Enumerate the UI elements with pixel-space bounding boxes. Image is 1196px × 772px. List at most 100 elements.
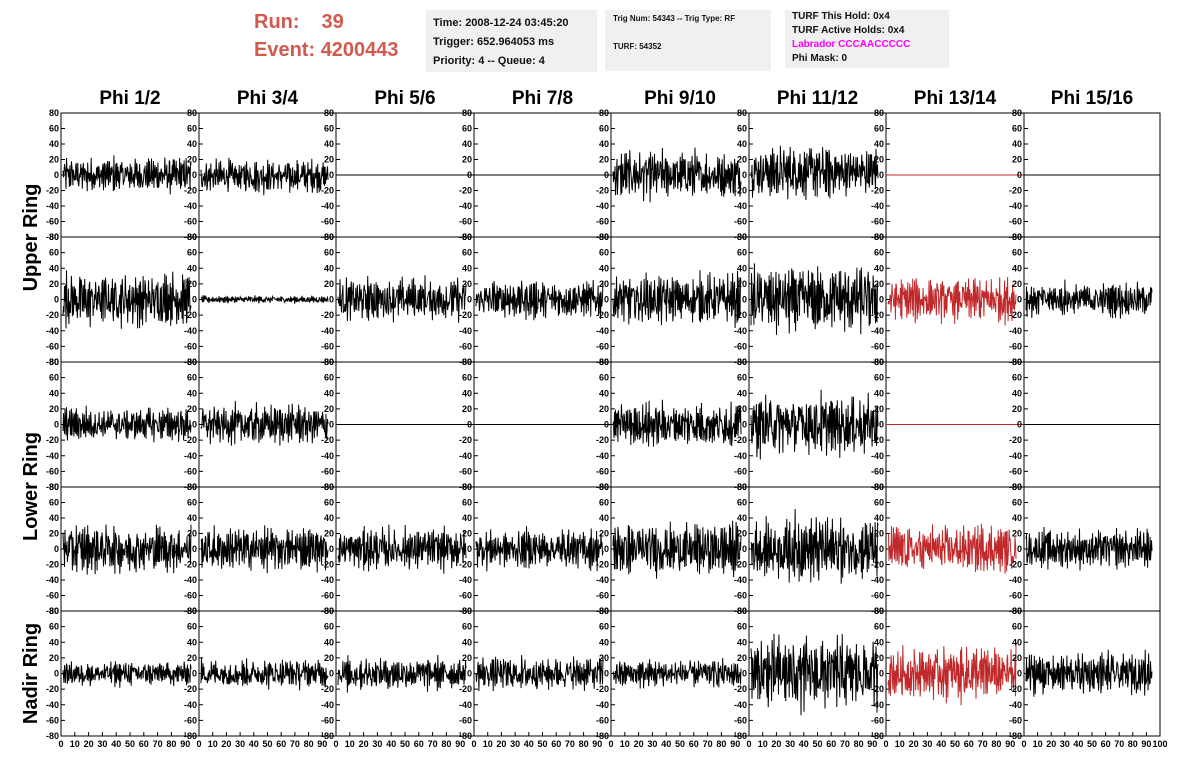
y-tick-label: -20: [321, 684, 334, 694]
y-tick-label: 20: [1012, 279, 1022, 289]
x-tick-label: 90: [1005, 739, 1015, 749]
y-tick-label: 80: [737, 357, 747, 367]
y-tick-label: 80: [1012, 232, 1022, 242]
y-tick-label: 60: [874, 248, 884, 258]
x-tick-label: 20: [1046, 739, 1056, 749]
y-tick-label: 80: [187, 232, 197, 242]
y-tick-label: 20: [462, 279, 472, 289]
y-tick-label: -60: [321, 466, 334, 476]
y-tick-label: 80: [187, 357, 197, 367]
y-tick-label: -60: [459, 466, 472, 476]
waveform-trace: [475, 279, 604, 321]
y-tick-label: -60: [596, 466, 609, 476]
y-tick-label: -20: [321, 186, 334, 196]
y-tick-label: -60: [734, 591, 747, 601]
y-tick-label: -40: [46, 326, 59, 336]
y-tick-label: 20: [599, 653, 609, 663]
x-tick-label: 40: [936, 739, 946, 749]
y-tick-label: 20: [187, 279, 197, 289]
y-tick-label: -20: [871, 560, 884, 570]
y-tick-label: -40: [46, 700, 59, 710]
y-tick-label: -20: [596, 560, 609, 570]
y-tick-label: -40: [321, 451, 334, 461]
time-info-box: Time: 2008-12-24 03:45:20 Trigger: 652.9…: [426, 10, 597, 72]
x-tick-label: 30: [922, 739, 932, 749]
y-tick-label: 60: [737, 498, 747, 508]
y-tick-label: -20: [321, 310, 334, 320]
y-tick-label: -40: [596, 201, 609, 211]
y-tick-label: 80: [1012, 482, 1022, 492]
y-tick-label: 0: [742, 170, 747, 180]
y-tick-label: 20: [737, 653, 747, 663]
y-tick-label: -40: [321, 326, 334, 336]
y-tick-label: 60: [187, 248, 197, 258]
y-tick-label: -60: [459, 341, 472, 351]
y-tick-label: -60: [1009, 591, 1022, 601]
y-tick-label: 80: [599, 232, 609, 242]
y-tick-label: 80: [324, 108, 334, 118]
x-tick-label: 60: [276, 739, 286, 749]
y-tick-label: -80: [46, 482, 59, 492]
y-tick-label: 20: [737, 155, 747, 165]
y-tick-label: 80: [737, 482, 747, 492]
y-tick-label: 20: [187, 404, 197, 414]
y-tick-label: 40: [462, 139, 472, 149]
y-tick-label: -40: [459, 451, 472, 461]
x-tick-label: 10: [70, 739, 80, 749]
x-tick-label: 80: [166, 739, 176, 749]
y-tick-label: 0: [879, 420, 884, 430]
y-tick-label: 60: [49, 498, 59, 508]
y-tick-label: 60: [187, 622, 197, 632]
y-tick-label: 0: [879, 170, 884, 180]
y-tick-label: 40: [324, 513, 334, 523]
x-tick-label: 70: [428, 739, 438, 749]
x-tick-label: 20: [771, 739, 781, 749]
x-tick-label: 30: [372, 739, 382, 749]
y-tick-label: 0: [467, 420, 472, 430]
y-tick-label: 20: [462, 529, 472, 539]
waveform-trace: [750, 145, 879, 201]
run-label: Run: 39: [254, 11, 344, 33]
y-tick-label: 0: [467, 669, 472, 679]
x-tick-label: 30: [235, 739, 245, 749]
y-tick-label: 60: [737, 124, 747, 134]
x-tick-label: 50: [400, 739, 410, 749]
y-tick-label: 40: [599, 139, 609, 149]
column-title: Phi 7/8: [512, 88, 573, 109]
y-tick-label: 0: [192, 420, 197, 430]
y-tick-label: 40: [599, 263, 609, 273]
y-tick-label: -40: [1009, 451, 1022, 461]
y-tick-label: -20: [184, 684, 197, 694]
y-tick-label: 0: [604, 544, 609, 554]
y-tick-label: 40: [187, 388, 197, 398]
y-tick-label: 20: [599, 404, 609, 414]
y-tick-label: -60: [596, 217, 609, 227]
y-tick-label: -40: [46, 575, 59, 585]
y-tick-label: 0: [54, 669, 59, 679]
y-tick-label: 0: [1017, 669, 1022, 679]
y-tick-label: -20: [871, 186, 884, 196]
y-tick-label: 0: [329, 544, 334, 554]
turf-info-box: TURF This Hold: 0x4 TURF Active Holds: 0…: [785, 10, 949, 68]
y-tick-label: -60: [184, 591, 197, 601]
waveform-trace: [887, 523, 1017, 574]
waveform-trace: [475, 526, 604, 572]
turf-text: TURF: 54352: [613, 42, 662, 51]
y-tick-label: -20: [184, 186, 197, 196]
y-tick-label: -40: [184, 451, 197, 461]
y-tick-label: 60: [599, 124, 609, 134]
y-tick-label: 80: [462, 108, 472, 118]
y-tick-label: -40: [871, 700, 884, 710]
y-tick-label: -60: [184, 466, 197, 476]
x-tick-label: 40: [249, 739, 259, 749]
y-tick-label: 80: [737, 232, 747, 242]
x-tick-label: 70: [153, 739, 163, 749]
y-tick-label: 60: [324, 124, 334, 134]
y-tick-label: 20: [324, 404, 334, 414]
y-tick-label: 0: [604, 669, 609, 679]
x-tick-label: 50: [675, 739, 685, 749]
y-tick-label: 40: [49, 388, 59, 398]
y-tick-label: 60: [324, 248, 334, 258]
y-tick-label: 40: [874, 637, 884, 647]
